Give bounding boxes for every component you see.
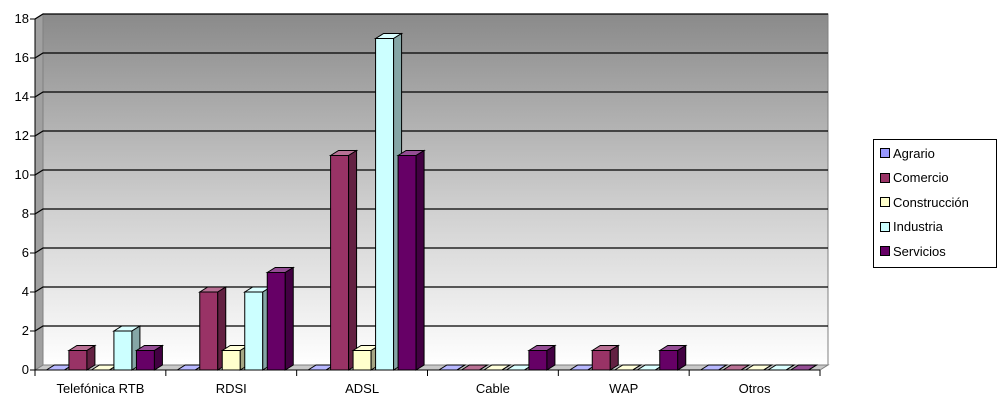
bar-side <box>284 266 294 371</box>
bar-side <box>501 364 511 371</box>
y-tick-label: 6 <box>22 245 29 260</box>
legend-label: Comercio <box>893 170 949 185</box>
bar <box>743 364 774 371</box>
legend-swatch <box>880 197 890 207</box>
bar-front <box>528 350 548 371</box>
bar <box>328 149 359 371</box>
bar-side <box>808 364 817 371</box>
bar-side <box>677 344 687 371</box>
gridline <box>34 325 828 332</box>
legend-item: Agrario <box>880 144 935 162</box>
bar-side <box>609 344 619 371</box>
bar-front <box>397 155 417 371</box>
bar <box>788 364 819 371</box>
y-tick-label: 4 <box>22 284 29 299</box>
legend-label: Servicios <box>893 243 946 259</box>
bar <box>482 364 512 371</box>
bar-side <box>479 364 488 371</box>
y-tick-label: 8 <box>22 206 29 221</box>
legend-swatch <box>880 246 890 256</box>
bar-side <box>153 344 163 371</box>
legend-swatch <box>880 172 890 183</box>
gridline <box>34 286 828 293</box>
bar <box>698 364 729 371</box>
gridline <box>34 130 828 137</box>
bar-front <box>591 350 611 371</box>
y-tick-label: 10 <box>15 167 29 182</box>
bar-side <box>415 149 425 371</box>
bar-front <box>199 291 219 371</box>
bar-front <box>375 38 395 371</box>
bar-side <box>763 364 772 371</box>
y-tick-label: 12 <box>15 128 29 143</box>
bar <box>766 364 796 371</box>
bar <box>134 344 165 371</box>
legend-swatch <box>880 148 890 158</box>
bar-front <box>68 350 88 371</box>
legend-item: Comercio <box>880 169 949 187</box>
bar <box>265 266 295 371</box>
legend-item: Industria <box>880 218 943 236</box>
gridlines <box>34 13 828 332</box>
y-tick-label: 0 <box>22 362 29 377</box>
bar <box>613 364 643 371</box>
bar-side <box>718 364 727 371</box>
plot-wall <box>42 13 829 366</box>
bar <box>396 149 426 371</box>
bar <box>721 364 751 371</box>
bar <box>590 344 620 371</box>
axes <box>30 18 821 376</box>
bar-side <box>86 344 96 371</box>
gridline <box>34 247 828 254</box>
plot-back-wall <box>33 13 830 371</box>
bar-side <box>785 364 795 371</box>
legend-label: Industria <box>893 219 943 234</box>
legend-swatch <box>880 221 890 232</box>
bar <box>527 344 557 371</box>
bar <box>504 364 535 371</box>
gridline <box>34 208 828 215</box>
legend-item: Construcción <box>880 193 969 211</box>
legend: Agrario Comercio Construcción Industria Serv… <box>873 139 997 268</box>
legend-label: Construcción <box>893 194 969 210</box>
bar <box>67 344 97 371</box>
bar-side <box>740 364 750 371</box>
bar-front <box>266 272 286 371</box>
tick-labels: 0 2 4 6 8 10 12 14 16 18 Telefónica RTB RDSI ADSL Cab… <box>15 11 771 396</box>
bar <box>437 364 467 371</box>
bars <box>44 32 819 371</box>
bar <box>459 364 490 371</box>
legend-item: Servicios <box>880 242 946 260</box>
x-tick-label: Otros <box>739 381 771 396</box>
bar-front <box>659 350 679 371</box>
bar-front <box>244 291 264 371</box>
bar-front <box>113 330 133 371</box>
gridline <box>34 91 828 98</box>
bar-side <box>456 364 466 371</box>
gridline <box>34 52 828 59</box>
bar-side <box>348 149 358 371</box>
x-tick-label: WAP <box>609 381 638 396</box>
y-tick-label: 18 <box>15 11 29 26</box>
gridline <box>34 169 828 176</box>
legend-label: Agrario <box>893 145 935 161</box>
gridline <box>34 13 828 20</box>
bar-front <box>330 155 350 371</box>
bar-side <box>632 364 642 371</box>
bar-front <box>135 350 155 371</box>
y-tick-label: 14 <box>15 89 29 104</box>
y-tick-label: 2 <box>22 323 29 338</box>
bar-front <box>221 350 241 371</box>
bar-front <box>352 350 372 371</box>
y-tick-label: 16 <box>15 50 29 65</box>
x-tick-label: ADSL <box>345 381 379 396</box>
x-tick-label: Cable <box>476 381 510 396</box>
x-tick-label: Telefónica RTB <box>56 381 144 396</box>
bar-side <box>546 344 556 371</box>
bar <box>658 344 688 371</box>
x-tick-label: RDSI <box>216 381 247 396</box>
plot-side-wall <box>34 13 44 371</box>
